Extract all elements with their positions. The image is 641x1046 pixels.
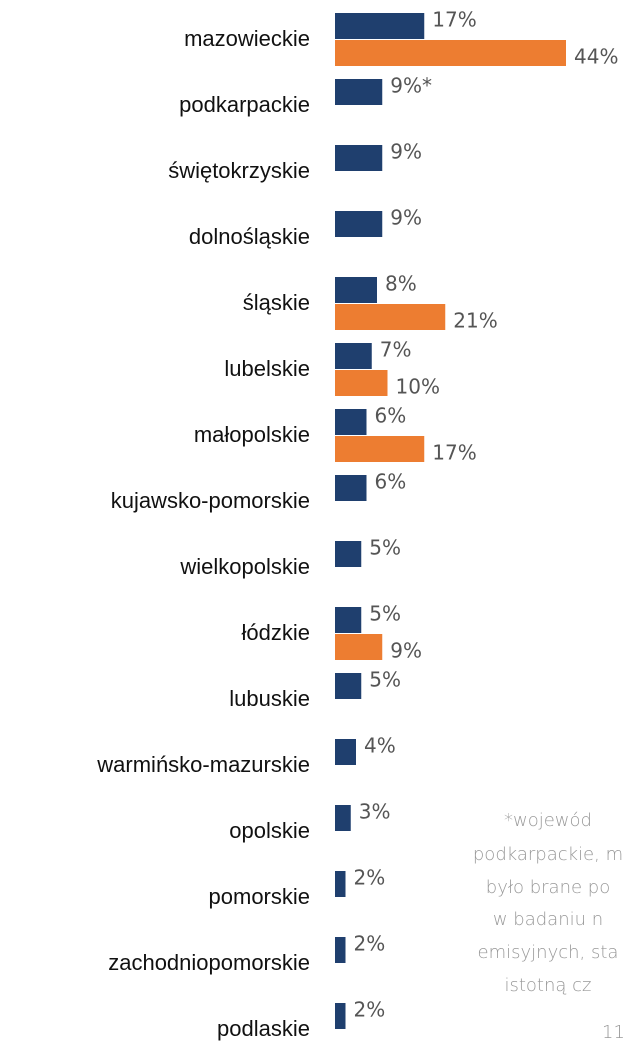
bar: [335, 1003, 346, 1029]
category-label: zachodniopomorskie: [108, 950, 310, 975]
bar: [335, 739, 356, 765]
category-label: dolnośląskie: [189, 224, 310, 249]
value-label: 4%: [364, 734, 396, 758]
bar: [335, 79, 383, 105]
bar: [335, 211, 383, 237]
category-label: warmińsko-mazurskie: [96, 752, 310, 777]
category-label: wielkopolskie: [179, 554, 310, 579]
category-label: pomorskie: [209, 884, 310, 909]
category-label: małopolskie: [194, 422, 310, 447]
category-label: mazowieckie: [184, 26, 310, 51]
value-label: 7%: [380, 338, 412, 362]
value-label: 9%: [390, 639, 422, 663]
value-label: 17%: [432, 441, 476, 465]
value-label: 2%: [354, 866, 386, 890]
value-label: 5%: [369, 668, 401, 692]
page-number: 11: [602, 1022, 625, 1043]
category-label: podlaskie: [217, 1016, 310, 1041]
footnote-line: w badaniu n: [493, 909, 603, 930]
footnote-line: *wojewód: [504, 810, 592, 831]
value-label: 3%: [359, 800, 391, 824]
category-label: lubelskie: [224, 356, 310, 381]
value-label: 2%: [354, 932, 386, 956]
category-label: opolskie: [229, 818, 310, 843]
category-label: podkarpackie: [179, 92, 310, 117]
value-label: 17%: [432, 8, 476, 32]
value-label: 5%: [369, 536, 401, 560]
bar: [335, 673, 362, 699]
bar: [335, 370, 388, 396]
bar: [335, 343, 372, 369]
value-label: 8%: [385, 272, 417, 296]
bar: [335, 436, 425, 462]
bar: [335, 634, 383, 660]
value-label: 9%*: [390, 74, 432, 98]
footnote-line: istotną cz: [504, 975, 591, 996]
footnote-line: podkarpackie, m: [473, 844, 623, 865]
bar: [335, 409, 367, 435]
footnote-line: emisyjnych, sta: [478, 942, 619, 963]
bar: [335, 277, 377, 303]
bar: [335, 145, 383, 171]
value-label: 2%: [354, 998, 386, 1022]
value-label: 21%: [453, 309, 497, 333]
category-label: świętokrzyskie: [168, 158, 310, 183]
bar: [335, 871, 346, 897]
category-label: kujawsko-pomorskie: [111, 488, 310, 513]
bar: [335, 607, 362, 633]
value-label: 5%: [369, 602, 401, 626]
value-label: 10%: [396, 375, 440, 399]
value-label: 9%: [390, 206, 422, 230]
bar: [335, 40, 566, 66]
value-label: 6%: [375, 470, 407, 494]
category-label: łódzkie: [242, 620, 310, 645]
bar: [335, 304, 446, 330]
bar: [335, 475, 367, 501]
category-label: śląskie: [243, 290, 310, 315]
bar: [335, 805, 351, 831]
value-label: 44%: [574, 45, 618, 69]
bar: [335, 13, 425, 39]
value-label: 6%: [375, 404, 407, 428]
bar: [335, 937, 346, 963]
footnote-line: było brane po: [486, 877, 610, 898]
category-label: lubuskie: [229, 686, 310, 711]
bar: [335, 541, 362, 567]
value-label: 9%: [390, 140, 422, 164]
